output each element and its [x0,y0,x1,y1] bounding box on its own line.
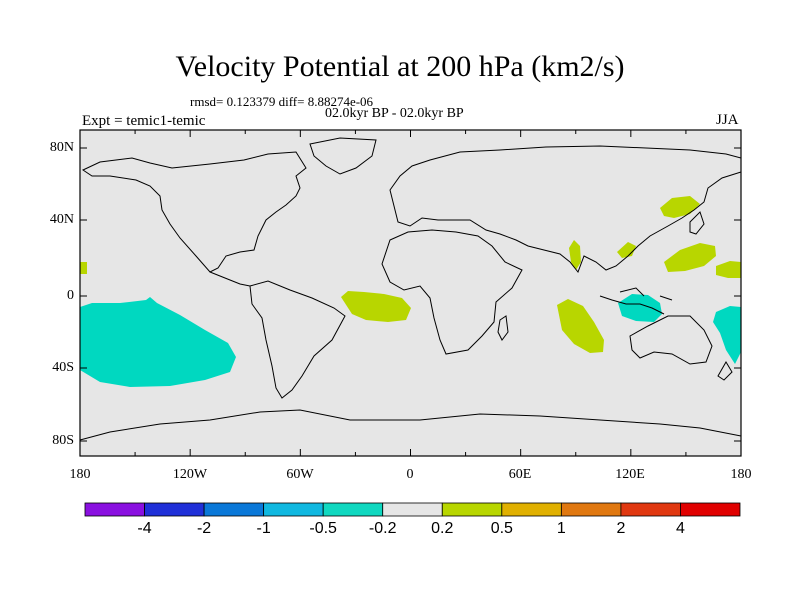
negative-anomaly-regions [80,294,741,387]
colorbar-label: 4 [676,520,685,537]
colorbar-label: 0.5 [490,520,513,537]
lat-label: 40S [52,360,74,375]
colorbar-swatch [144,502,205,517]
lon-label: 120E [615,467,645,482]
lon-label: 0 [406,467,414,482]
north-america-coastline [81,151,307,273]
madagascar-coastline [497,315,509,341]
coastlines [79,137,742,441]
greenland-coastline [309,137,377,175]
colorbar-label: 1 [556,520,566,537]
indian-ocean-positive-anomaly [557,299,604,353]
new-zealand-coastline [717,361,733,381]
colorbar-swatch [203,502,265,517]
colorbar-swatch [501,502,562,517]
lon-label: 60E [508,467,532,482]
australia-coastline [629,315,713,365]
colorbar-swatch [382,502,443,517]
colorbar-swatch [560,502,622,517]
antarctica-coastline [79,409,742,441]
colorbar [84,502,741,517]
lon-label: 180 [730,467,752,482]
lon-label: 60W [286,467,314,482]
india-positive-anomaly [569,240,581,270]
south-america-coastline [249,280,346,399]
lon-label: 120W [172,467,208,482]
maritime-continent-negative-anomaly [618,294,662,322]
pacific-east-positive-anomaly [716,261,741,278]
axis-ticks [79,130,742,456]
japan-coastline [689,211,705,235]
lat-label: 0 [67,288,74,303]
lat-label: 40N [49,212,74,227]
west-pacific-negative-anomaly [713,306,741,364]
positive-anomaly-regions [80,196,741,353]
pacific-negative-anomaly [80,297,236,387]
colorbar-label: 0.2 [431,520,454,537]
page-title: Velocity Potential at 200 hPa (km2/s) [175,50,625,83]
colorbar-label: -1 [256,520,271,537]
season-label: JJA [716,112,739,128]
colorbar-swatch [441,502,503,517]
lon-label: 180 [69,467,91,482]
indonesia-coastline [599,287,673,315]
colorbar-swatch [620,502,681,517]
colorbar-swatch [680,502,741,517]
africa-coastline [381,229,523,355]
colorbar-swatch [263,502,324,517]
central-america-coastline [209,271,251,287]
period-line: 02.0kyr BP - 02.0kyr BP [325,106,464,121]
colorbar-label: -2 [196,520,212,537]
lat-label: 80N [49,140,74,155]
map-background [80,130,741,456]
colorbar-label: -4 [137,520,152,537]
south-china-positive-anomaly [617,242,636,258]
stats-line: rmsd= 0.123379 diff= 8.88274e-06 [190,94,374,109]
north-pacific-positive-anomaly [664,243,716,272]
europe-asia-coastline [389,145,742,273]
colorbar-swatch [322,502,384,517]
colorbar-label: -0.2 [368,520,397,537]
colorbar-label: -0.5 [309,520,337,537]
experiment-label: Expt = temic1-temic [82,113,206,129]
colorbar-label: 2 [616,520,626,537]
colorbar-swatch [84,502,145,517]
atlantic-positive-anomaly [341,291,411,322]
dateline-edge-positive-anomaly [80,262,87,274]
lat-label: 80S [52,433,74,448]
